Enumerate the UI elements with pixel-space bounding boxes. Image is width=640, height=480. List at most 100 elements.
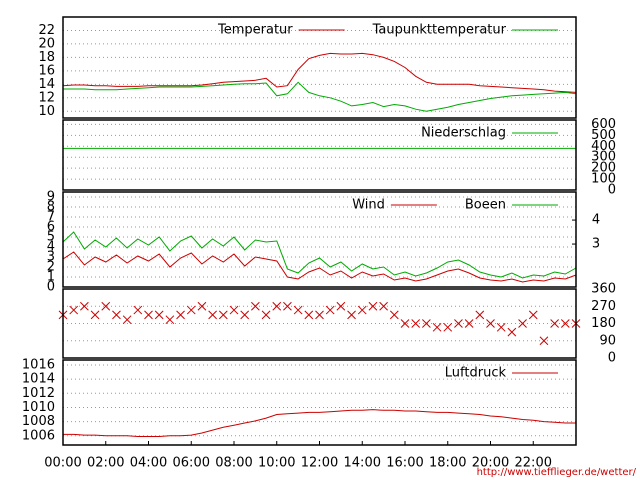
y-tick-label: 0 [608, 351, 616, 366]
legend-label: Wind [352, 198, 385, 213]
x-tick-label: 16:00 [386, 456, 423, 471]
x-tick-label: 02:00 [87, 456, 124, 471]
direction-marker [122, 315, 132, 325]
legend-label: Temperatur [217, 23, 293, 38]
direction-marker [475, 310, 485, 320]
y-tick-label: 600 [591, 117, 616, 132]
y-tick-label: 270 [591, 299, 616, 314]
y-tick-label: 3 [47, 250, 55, 265]
y-tick-label: 9 [47, 190, 55, 205]
direction-marker [197, 301, 207, 311]
y-tick-label: 20 [38, 36, 55, 51]
legend-label: Niederschlag [421, 126, 506, 141]
y-tick-label: 1 [47, 270, 55, 285]
y-tick-label: 360 [591, 282, 616, 297]
direction-marker [443, 322, 453, 332]
direction-marker [165, 315, 175, 325]
x-tick-label: 04:00 [130, 456, 167, 471]
y2-tick-label: 3 [592, 237, 600, 252]
direction-marker [518, 319, 527, 328]
direction-marker [560, 319, 570, 328]
direction-marker [368, 301, 378, 311]
panel-frame [62, 16, 577, 119]
x-tick-label: 00:00 [44, 456, 81, 471]
x-tick-label: 20:00 [472, 456, 509, 471]
direction-marker [229, 305, 239, 315]
direction-marker [432, 322, 442, 332]
direction-marker [154, 310, 164, 320]
direction-marker [379, 301, 388, 311]
y-tick-label: 14 [38, 77, 55, 92]
direction-marker [464, 319, 474, 328]
direction-marker [208, 310, 217, 320]
y-tick-label: 1016 [22, 357, 55, 372]
direction-marker [69, 305, 79, 315]
direction-marker [357, 305, 367, 315]
direction-marker [389, 310, 399, 320]
direction-marker [112, 310, 121, 320]
y-tick-label: 200 [591, 161, 616, 176]
direction-marker [454, 319, 463, 328]
direction-marker [539, 336, 549, 346]
y-tick-label: 2 [47, 260, 55, 275]
y-tick-label: 1012 [22, 386, 55, 401]
y-tick-label: 12 [38, 90, 55, 105]
y-tick-label: 100 [591, 172, 616, 187]
y-tick-label: 0 [47, 280, 55, 295]
y-tick-label: 400 [591, 139, 616, 154]
y-tick-label: 1010 [22, 400, 55, 415]
series-line [62, 231, 577, 279]
series-line [62, 52, 577, 93]
panel-frame [62, 119, 577, 191]
x-tick-label: 06:00 [173, 456, 210, 471]
y-tick-label: 300 [591, 150, 616, 165]
y-tick-label: 10 [38, 104, 55, 119]
panel-frame [62, 359, 577, 446]
y2-tick-label: 4 [592, 213, 600, 228]
y-tick-label: 4 [47, 240, 55, 255]
direction-marker [315, 310, 324, 320]
x-tick-label: 18:00 [429, 456, 466, 471]
x-tick-label: 14:00 [344, 456, 381, 471]
y-tick-label: 16 [38, 63, 55, 78]
direction-marker [176, 310, 185, 320]
direction-marker [272, 301, 282, 311]
y-tick-label: 7 [47, 210, 55, 225]
direction-marker [261, 310, 271, 320]
direction-marker [293, 305, 303, 315]
direction-marker [304, 310, 314, 320]
y-tick-label: 500 [591, 128, 616, 143]
direction-marker [133, 305, 143, 315]
y-tick-label: 6 [47, 220, 55, 235]
series-line [63, 409, 576, 437]
y-tick-label: 5 [47, 230, 55, 245]
y-tick-label: 1006 [22, 428, 55, 443]
y-tick-label: 22 [38, 23, 55, 38]
y-tick-label: 18 [38, 50, 55, 65]
direction-marker [90, 310, 100, 320]
direction-marker [486, 319, 495, 328]
direction-marker [507, 327, 517, 337]
legend-label: Taupunkttemperatur [372, 23, 507, 38]
direction-marker [186, 305, 196, 315]
direction-marker [550, 319, 559, 328]
footer-link: http://www.tiefflieger.de/wetter/ [477, 467, 637, 478]
direction-marker [240, 310, 250, 320]
direction-marker [283, 301, 292, 311]
direction-marker [411, 319, 421, 328]
series-line [63, 81, 577, 112]
x-tick-label: 10:00 [258, 456, 295, 471]
direction-marker [325, 305, 335, 315]
y-tick-label: 0 [608, 183, 616, 198]
direction-marker [528, 310, 538, 320]
direction-marker [336, 301, 346, 311]
x-tick-label: 08:00 [215, 456, 252, 471]
y-tick-label: 1008 [22, 414, 55, 429]
direction-marker [422, 319, 431, 328]
direction-marker [347, 310, 356, 320]
y-tick-label: 90 [599, 333, 616, 348]
y-tick-label: 180 [591, 316, 616, 331]
panel-frame [62, 191, 577, 288]
